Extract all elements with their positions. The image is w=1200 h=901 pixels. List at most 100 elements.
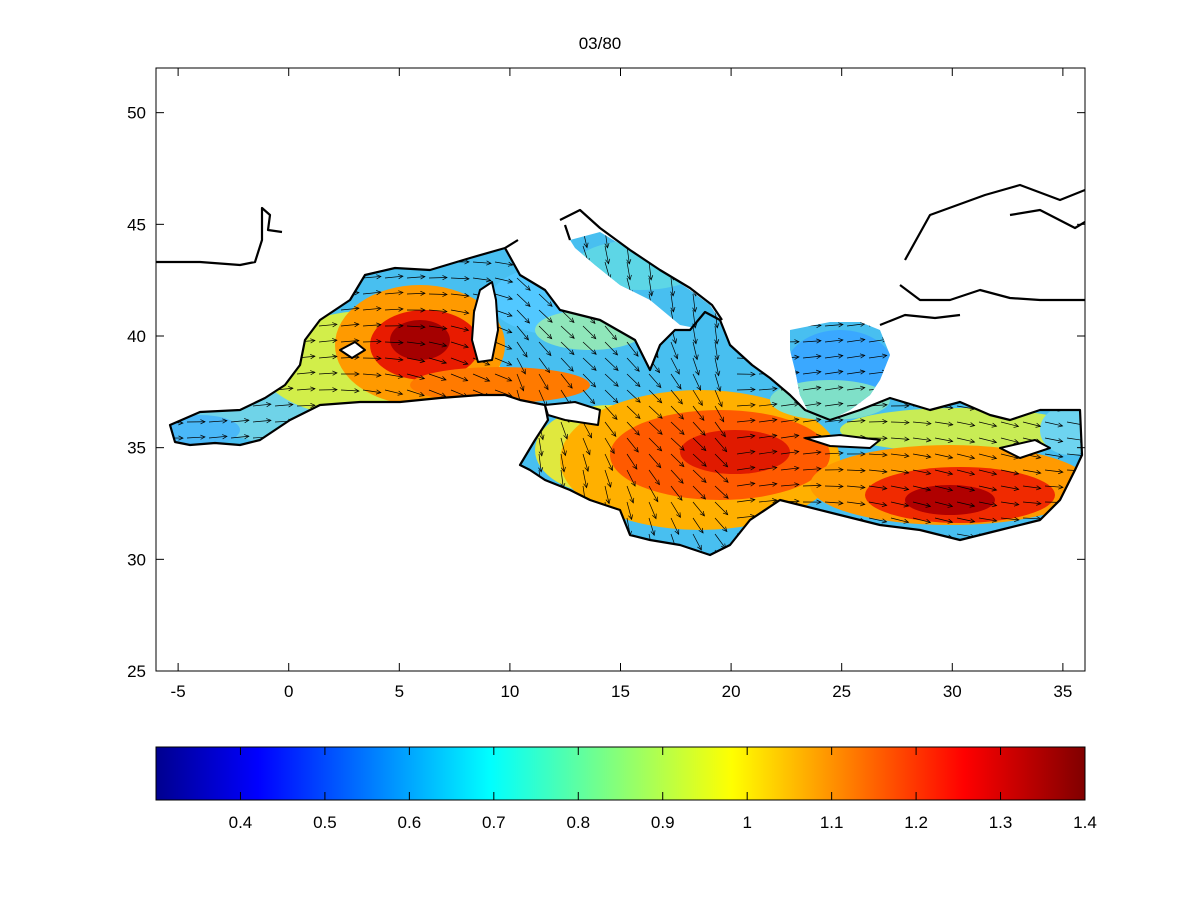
vector-arrowhead xyxy=(398,274,404,280)
vector-arrow xyxy=(406,276,425,279)
vector-arrowhead xyxy=(925,470,932,476)
vector-arrowhead xyxy=(609,448,615,455)
x-tick-label: 15 xyxy=(611,682,630,701)
vector-arrowhead xyxy=(904,403,910,409)
vector-arrowhead xyxy=(629,497,635,504)
vector-arrow xyxy=(648,517,655,536)
vector-arrow xyxy=(736,451,755,455)
vector-arrowhead xyxy=(266,402,272,408)
vector-arrowhead xyxy=(310,370,316,376)
vector-arrow xyxy=(648,501,657,519)
vector-arrow xyxy=(692,453,707,467)
vector-arrowhead xyxy=(991,454,998,460)
vector-arrow xyxy=(758,450,777,455)
vector-arrow xyxy=(648,437,662,452)
vector-arrow xyxy=(626,501,632,520)
vector-arrow xyxy=(736,499,755,503)
vector-arrowhead xyxy=(546,350,552,357)
vector-arrowhead xyxy=(794,482,800,488)
vector-arrow xyxy=(978,421,997,427)
vector-arrow xyxy=(912,517,931,523)
vector-arrowhead xyxy=(419,375,426,380)
vector-arrowhead xyxy=(376,274,382,280)
vector-arrow xyxy=(912,437,931,441)
vector-arrow xyxy=(824,452,843,455)
vector-arrow xyxy=(670,421,685,435)
vector-arrow xyxy=(516,341,528,358)
vector-arrowhead xyxy=(793,433,800,439)
vector-arrow xyxy=(604,485,610,504)
vector-arrowhead xyxy=(749,449,756,455)
vector-arrowhead xyxy=(882,435,888,441)
vector-arrow xyxy=(692,501,705,517)
vector-arrow xyxy=(802,485,822,487)
vector-arrow xyxy=(868,338,887,343)
vector-arrow xyxy=(384,341,403,344)
vector-arrowhead xyxy=(991,422,998,428)
vector-arrowhead xyxy=(583,482,589,489)
vector-arrowhead xyxy=(693,354,699,361)
colorbar-tick-label: 1.2 xyxy=(904,813,928,832)
vector-arrow xyxy=(890,437,909,440)
vector-arrowhead xyxy=(222,418,228,424)
vector-arrowhead xyxy=(926,420,932,426)
vector-arrow xyxy=(670,341,678,359)
vector-arrowhead xyxy=(656,445,663,452)
vector-arrowhead xyxy=(398,340,404,346)
balearic xyxy=(339,341,366,359)
vector-arrowhead xyxy=(771,449,778,455)
vector-arrow xyxy=(340,323,359,327)
vector-arrowhead xyxy=(376,306,382,312)
vector-arrow xyxy=(230,419,249,423)
vector-arrow xyxy=(1000,453,1019,459)
vector-arrowhead xyxy=(837,369,844,375)
vector-arrowhead xyxy=(723,477,729,483)
vector-arrow xyxy=(802,371,821,375)
vector-arrowhead xyxy=(947,518,954,524)
vector-arrow xyxy=(560,325,575,339)
vector-arrow xyxy=(692,437,707,451)
vector-arrow xyxy=(692,533,702,551)
vector-arrowhead xyxy=(633,447,639,453)
vector-arrow xyxy=(318,323,337,327)
vector-arrow xyxy=(692,293,696,312)
vector-arrowhead xyxy=(652,513,657,520)
vector-arrow xyxy=(494,309,513,317)
vector-arrowhead xyxy=(816,354,822,360)
vector-arrowhead xyxy=(925,453,932,459)
vector-arrow xyxy=(648,469,660,485)
vector-arrow xyxy=(868,501,887,506)
vector-arrowhead xyxy=(506,312,513,317)
x-tick-label: 0 xyxy=(284,682,293,701)
vector-arrow xyxy=(692,373,701,391)
vector-arrow xyxy=(1044,485,1063,488)
vector-arrowhead xyxy=(670,306,676,313)
vector-arrow xyxy=(1000,437,1019,443)
vector-arrowhead xyxy=(1057,422,1064,428)
vector-arrowhead xyxy=(506,328,513,334)
vector-arrow xyxy=(626,261,631,280)
vector-arrowhead xyxy=(332,370,338,376)
vector-arrow xyxy=(758,419,777,423)
vector-arrowhead xyxy=(882,419,888,425)
vector-arrowhead xyxy=(838,500,844,506)
vector-arrow xyxy=(714,325,718,344)
colorbar-tick-label: 0.9 xyxy=(651,813,675,832)
vector-arrowhead xyxy=(903,518,910,524)
vector-arrow xyxy=(560,437,566,456)
vector-arrowhead xyxy=(463,343,469,349)
vector-arrowhead xyxy=(925,486,932,492)
vector-arrow xyxy=(780,418,799,423)
vector-arrowhead xyxy=(648,275,654,281)
vector-arrow xyxy=(714,421,726,437)
vector-arrow xyxy=(934,453,953,459)
vector-arrowhead xyxy=(696,385,702,392)
vector-arrowhead xyxy=(771,433,778,439)
vector-arrowhead xyxy=(882,402,888,408)
vector-arrow xyxy=(934,437,953,442)
vector-arrow xyxy=(604,245,609,264)
vector-arrow xyxy=(890,421,910,423)
vector-arrow xyxy=(362,291,381,295)
vector-arrowhead xyxy=(771,417,778,423)
vector-arrowhead xyxy=(794,465,800,471)
